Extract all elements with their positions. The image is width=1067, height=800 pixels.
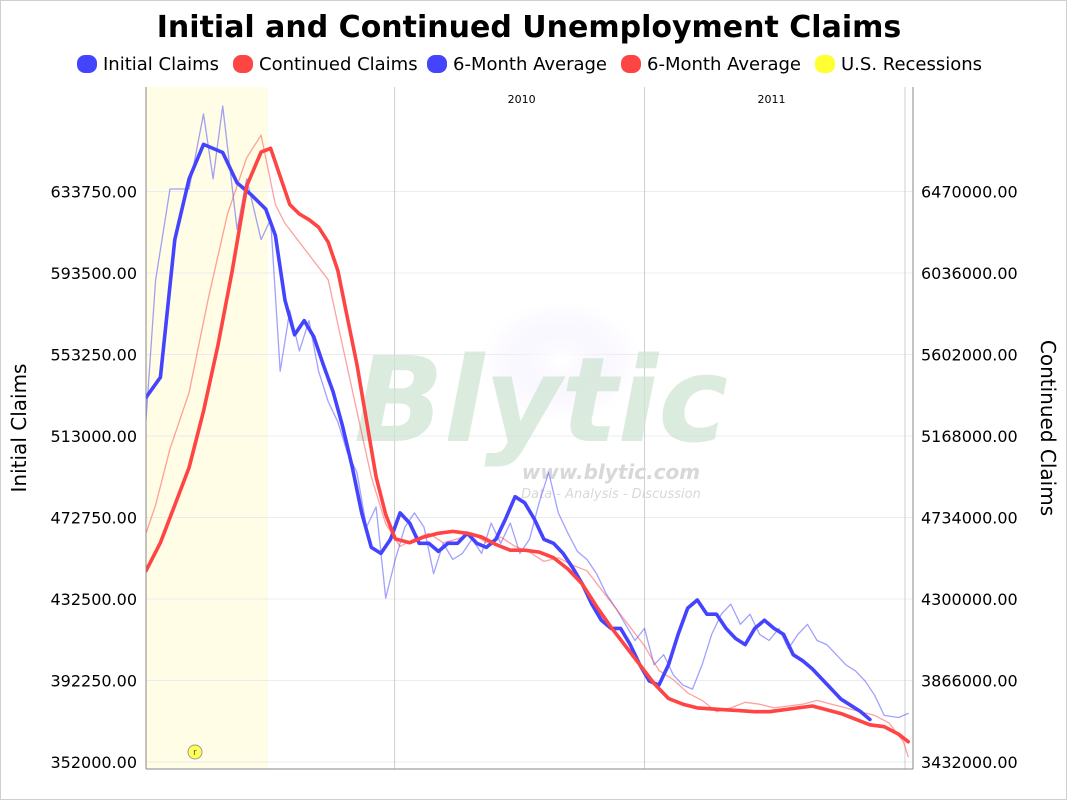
recession-shading xyxy=(146,87,268,769)
watermark: Blytic www.blytic.com Data - Analysis - … xyxy=(354,301,728,502)
recession-band xyxy=(146,87,268,769)
legend-item-label: 6-Month Average xyxy=(647,54,801,75)
legend-swatch xyxy=(77,55,97,73)
legend-item-label: Initial Claims xyxy=(103,54,219,75)
watermark-url: www.blytic.com xyxy=(522,460,700,484)
y-left-tick-label: 593500.00 xyxy=(50,264,137,283)
chart-legend: Initial Claims Continued Claims 6-Month Av… xyxy=(77,54,982,75)
y-right-tick-label: 6470000.00 xyxy=(921,183,1018,202)
y-right-tick-label: 3432000.00 xyxy=(921,753,1018,772)
chart-title: Initial and Continued Unemployment Claim… xyxy=(157,10,901,45)
y-left-tick-label: 352000.00 xyxy=(50,753,137,772)
legend-item-label: Continued Claims xyxy=(259,54,418,75)
recession-marker[interactable]: r xyxy=(187,744,203,760)
y-left-axis-title: Initial Claims xyxy=(7,364,31,493)
legend-swatch xyxy=(815,55,835,73)
recession-marker-label: r xyxy=(193,748,197,758)
y-left-tick-label: 472750.00 xyxy=(50,509,137,528)
y-right-tick-label: 6036000.00 xyxy=(921,264,1018,283)
legend-item-label: U.S. Recessions xyxy=(841,54,982,75)
right-axis-ticks: 3432000.00 3866000.00 4300000.00 4734000.00… xyxy=(921,183,1018,773)
y-left-tick-label: 513000.00 xyxy=(50,427,137,446)
y-left-tick-label: 633750.00 xyxy=(50,183,137,202)
y-left-tick-label: 392250.00 xyxy=(50,672,137,691)
y-left-tick-label: 432500.00 xyxy=(50,590,137,609)
x-axis-year-labels: 2010 2011 xyxy=(508,93,786,106)
y-right-axis-title: Continued Claims xyxy=(1036,340,1060,516)
legend-item-label: 6-Month Average xyxy=(453,54,607,75)
y-left-tick-label: 553250.00 xyxy=(50,346,137,365)
plot-area xyxy=(146,87,913,769)
grid-lines xyxy=(146,87,913,769)
y-right-tick-label: 3866000.00 xyxy=(921,672,1018,691)
left-axis-ticks: 352000.00 392250.00 432500.00 472750.00 5130… xyxy=(50,183,137,773)
y-right-tick-label: 5168000.00 xyxy=(921,427,1018,446)
series-line-continued-claims-right xyxy=(146,134,909,758)
legend-swatch xyxy=(233,55,253,73)
recession-marker-circle xyxy=(187,744,203,760)
year-label: 2010 xyxy=(508,93,536,106)
legend-swatch xyxy=(621,55,641,73)
series-layer xyxy=(146,105,911,758)
axes xyxy=(145,87,914,770)
year-label: 2011 xyxy=(758,93,786,106)
legend-swatch xyxy=(427,55,447,73)
y-right-tick-label: 5602000.00 xyxy=(921,346,1018,365)
series-line-6-month-average-right xyxy=(146,146,911,744)
watermark-brand: Blytic xyxy=(354,331,728,469)
y-right-tick-label: 4300000.00 xyxy=(921,590,1018,609)
y-right-tick-label: 4734000.00 xyxy=(921,509,1018,528)
watermark-tagline: Data - Analysis - Discussion xyxy=(521,487,701,502)
series-line-6-month-average-left xyxy=(146,142,872,722)
